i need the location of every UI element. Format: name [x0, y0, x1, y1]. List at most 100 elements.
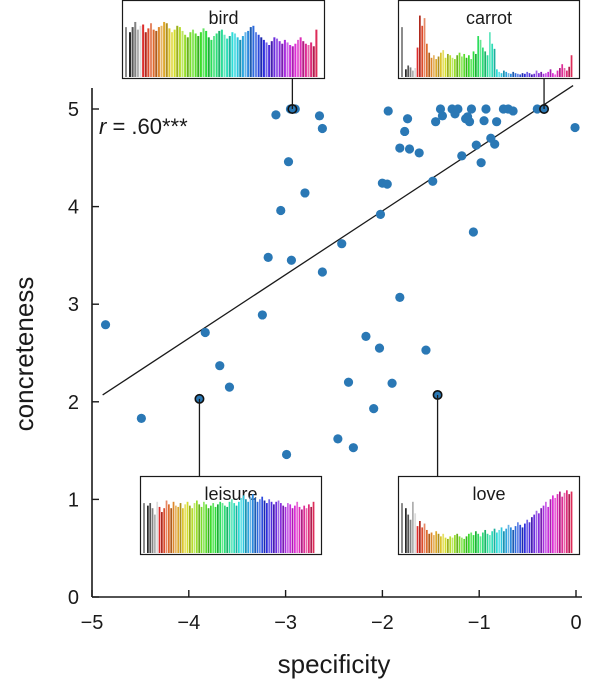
data-point — [215, 361, 225, 371]
inset-bar — [168, 504, 170, 553]
inset-bar — [315, 29, 318, 77]
inset-bar — [275, 501, 278, 553]
inset-bar — [409, 519, 412, 553]
inset-bar — [491, 531, 494, 553]
x-tick-label: −3 — [274, 612, 297, 634]
data-point — [369, 404, 379, 414]
inset-bar — [540, 71, 543, 77]
inset-bar — [193, 503, 196, 553]
inset-bar — [549, 69, 552, 77]
y-tick-label: 0 — [68, 587, 79, 609]
inset-bar — [423, 18, 426, 77]
inset-bar — [151, 508, 154, 553]
inset-bar — [475, 531, 477, 553]
inset-bar — [233, 503, 236, 553]
inset-bar — [442, 533, 445, 553]
x-tick-label: −5 — [81, 612, 104, 634]
axes: −5 −4 −3 −2 −1 0 0 1 2 3 4 5 — [68, 88, 582, 634]
inset-bar — [144, 32, 147, 77]
data-point — [431, 117, 441, 127]
inset-bar — [310, 506, 313, 553]
inset-bar — [186, 37, 189, 77]
inset-bar — [219, 501, 222, 553]
inset-bar — [303, 505, 306, 553]
inset-bar — [463, 538, 466, 553]
inset-bar — [535, 70, 538, 77]
inset-bar — [472, 535, 475, 553]
inset-bar — [549, 499, 552, 553]
inset-bar — [514, 73, 517, 77]
inset-bar — [451, 57, 454, 77]
data-point — [361, 331, 371, 342]
inset-bar — [556, 70, 559, 77]
inset-bar — [465, 57, 468, 77]
inset-bar — [517, 522, 519, 553]
inset-bar — [507, 524, 510, 553]
inset-bar — [182, 508, 184, 553]
inset-bar — [156, 501, 159, 553]
inset-bar — [223, 34, 226, 77]
inset-bar — [426, 529, 428, 553]
inset-bar — [486, 55, 489, 77]
inset-bar — [458, 52, 461, 77]
inset-bar — [528, 522, 531, 553]
inset-bar — [226, 506, 229, 553]
inset-bar — [136, 29, 139, 77]
inset-bar — [521, 73, 524, 77]
inset-bar — [310, 42, 313, 77]
data-point — [348, 443, 358, 453]
inset-bar — [570, 55, 573, 77]
inset-bar — [249, 496, 252, 553]
inset-bar — [197, 36, 200, 77]
inset-bar — [178, 27, 181, 77]
y-tick-label: 4 — [68, 197, 79, 219]
x-axis-title: specificity — [278, 649, 391, 679]
inset-bar — [405, 69, 407, 77]
inset-bar — [168, 28, 171, 77]
inset-bar — [154, 514, 156, 553]
inset-bar — [129, 32, 132, 77]
inset-bar — [412, 70, 414, 77]
inset-bar — [163, 508, 166, 553]
inset-bar — [286, 42, 289, 77]
inset-bar — [421, 527, 424, 553]
inset-bar — [242, 495, 245, 553]
data-point — [317, 123, 327, 134]
inset-bar — [176, 25, 179, 77]
data-point — [387, 378, 397, 388]
inset-bar — [257, 34, 260, 77]
inset-bar — [289, 504, 292, 553]
inset-bar — [199, 32, 202, 77]
inset-bar — [540, 508, 543, 553]
inset-bar — [447, 538, 449, 553]
data-point — [257, 310, 267, 320]
inset-bar — [173, 29, 176, 77]
x-tick-label: −4 — [177, 612, 200, 634]
inset-bar — [554, 497, 557, 553]
inset-bar — [298, 506, 301, 553]
inset-bar — [152, 29, 155, 77]
inset-bar — [234, 33, 237, 77]
inset-bar — [545, 501, 547, 553]
inset-bar — [296, 501, 299, 553]
inset-bar — [465, 536, 468, 553]
inset-bar — [214, 506, 217, 553]
data-point — [492, 117, 502, 127]
inset-bar — [270, 501, 273, 553]
inset-bar — [221, 503, 224, 553]
inset-bar — [161, 512, 163, 553]
inset-bar — [407, 65, 410, 77]
inset-bar — [440, 536, 442, 553]
inset-bar — [421, 25, 424, 77]
inset-bar — [554, 74, 557, 77]
inset-bar — [568, 66, 571, 77]
inset-bar — [179, 503, 182, 553]
inset-bar — [500, 527, 503, 553]
inset-bar — [147, 505, 149, 553]
inset-bar — [524, 73, 526, 77]
y-tick-label: 5 — [68, 99, 79, 121]
inset-bar — [454, 535, 456, 553]
data-point — [464, 117, 475, 127]
inset-bar — [157, 27, 160, 77]
inset-bar — [165, 500, 168, 553]
